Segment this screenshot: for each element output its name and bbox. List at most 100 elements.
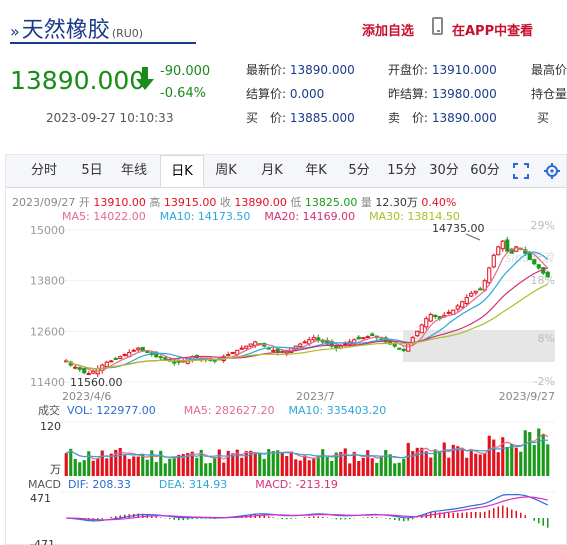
volume-bar [415, 447, 419, 476]
candle-body [91, 370, 96, 374]
volume-bar [424, 451, 428, 476]
volume-bar [528, 432, 532, 476]
ma10-line [66, 251, 549, 370]
candle-body [140, 346, 145, 351]
quote-field: 卖 价: 13890.000 [388, 111, 497, 125]
volume-bar [231, 453, 235, 476]
volume-bar [285, 456, 289, 476]
candle-body [104, 361, 109, 368]
volume-bar [186, 453, 190, 476]
candle-body [491, 254, 496, 268]
volume-bar [91, 460, 95, 476]
candle-body [460, 301, 465, 308]
volume-bar [334, 452, 338, 476]
volume-bar [82, 460, 86, 476]
candle-body [536, 264, 541, 269]
candle-body [163, 357, 168, 360]
view-in-app-button[interactable]: 在APP中查看 [452, 24, 534, 39]
candle-body [239, 347, 244, 350]
volume-bar [501, 437, 505, 476]
candle-body [365, 335, 370, 339]
volume-bar [447, 457, 451, 476]
volume-bar [406, 442, 410, 476]
down-arrow-icon [136, 67, 154, 95]
tab-11[interactable]: 60分 [470, 163, 500, 178]
tab-7[interactable]: 年K [305, 163, 327, 178]
candle-body [158, 356, 163, 359]
volume-bar [298, 460, 302, 476]
candle-body [446, 311, 451, 314]
candle-body [253, 341, 258, 346]
kline-ohlc-info: 2023/09/27 开 13910.00 高 13915.00 收 13890… [12, 196, 457, 209]
volume-bar [312, 457, 316, 476]
tab-9[interactable]: 15分 [387, 163, 417, 178]
volume-bar [541, 434, 545, 476]
ma30-line [66, 283, 549, 370]
quote-field: 最高价 [531, 63, 567, 77]
ma30-legend: MA30: 13814.50 [369, 210, 460, 223]
candle-body [428, 313, 433, 322]
volume-bar [136, 456, 140, 476]
candle-body [401, 348, 406, 351]
candle-body [397, 347, 402, 350]
tab-10[interactable]: 30分 [429, 163, 459, 178]
volume-bar [240, 457, 244, 476]
candle-body [118, 356, 123, 360]
instrument-code: (RU0) [111, 27, 144, 40]
quote-field: 买 价: 13885.000 [246, 111, 355, 125]
tab-4[interactable]: 日K [160, 155, 204, 187]
volume-bar [64, 453, 68, 476]
tab-2[interactable]: 5日 [81, 163, 103, 178]
volume-bar [244, 451, 248, 476]
candle-body [230, 351, 235, 354]
tab-6[interactable]: 月K [261, 163, 283, 178]
date-axis-label: 2023/7 [296, 390, 335, 403]
candle-body [406, 343, 411, 352]
volume-bar [208, 462, 212, 476]
volume-bar [343, 448, 347, 476]
phone-icon [432, 17, 443, 35]
volume-bar [262, 458, 266, 476]
candle-body [455, 305, 460, 310]
pct-axis-label: -2% [534, 375, 555, 388]
fullscreen-icon[interactable] [513, 163, 529, 183]
volume-bar [330, 461, 334, 476]
quote-field: 昨结算: 13980.000 [388, 87, 497, 101]
candle-body [361, 337, 366, 340]
tab-1[interactable]: 分时 [30, 163, 57, 178]
quote-field: 结算价: 0.000 [246, 87, 325, 101]
date-axis-label: 2023/9/27 [499, 390, 555, 403]
volume-bar [69, 448, 73, 476]
volume-bar [271, 451, 275, 476]
candle-body [505, 239, 510, 252]
tab-3[interactable]: 年线 [120, 163, 147, 178]
quote-field: 开盘价: 13910.000 [388, 63, 497, 77]
add-watchlist-button[interactable]: 添加自选 [362, 24, 415, 39]
volume-bar [456, 446, 460, 476]
volume-bar [258, 452, 262, 476]
volume-bar [357, 461, 361, 476]
ma20-legend: MA20: 14169.00 [264, 210, 356, 223]
volume-bar [123, 455, 127, 476]
candle-body [433, 314, 438, 318]
settings-gear-icon[interactable] [544, 163, 560, 183]
volume-bar [532, 444, 536, 476]
volume-bar [204, 463, 208, 476]
volume-bar [460, 448, 464, 476]
macd-axis-bottom: -471 [30, 538, 55, 545]
candle-body [86, 373, 91, 376]
chevron-icon: » [10, 22, 20, 41]
volume-bar [505, 446, 509, 476]
price-change-pct: -0.64% [160, 86, 206, 101]
tab-8[interactable]: 5分 [348, 163, 370, 178]
ma10-legend: MA10: 14173.50 [159, 210, 251, 223]
volume-bar [474, 453, 478, 476]
volume-bar [145, 459, 149, 476]
volume-bar [195, 457, 199, 476]
volume-bar [163, 463, 167, 476]
instrument-name: 天然橡胶 [21, 18, 110, 43]
volume-bar [352, 451, 356, 476]
volume-bar [150, 450, 154, 476]
tab-5[interactable]: 周K [215, 163, 237, 178]
